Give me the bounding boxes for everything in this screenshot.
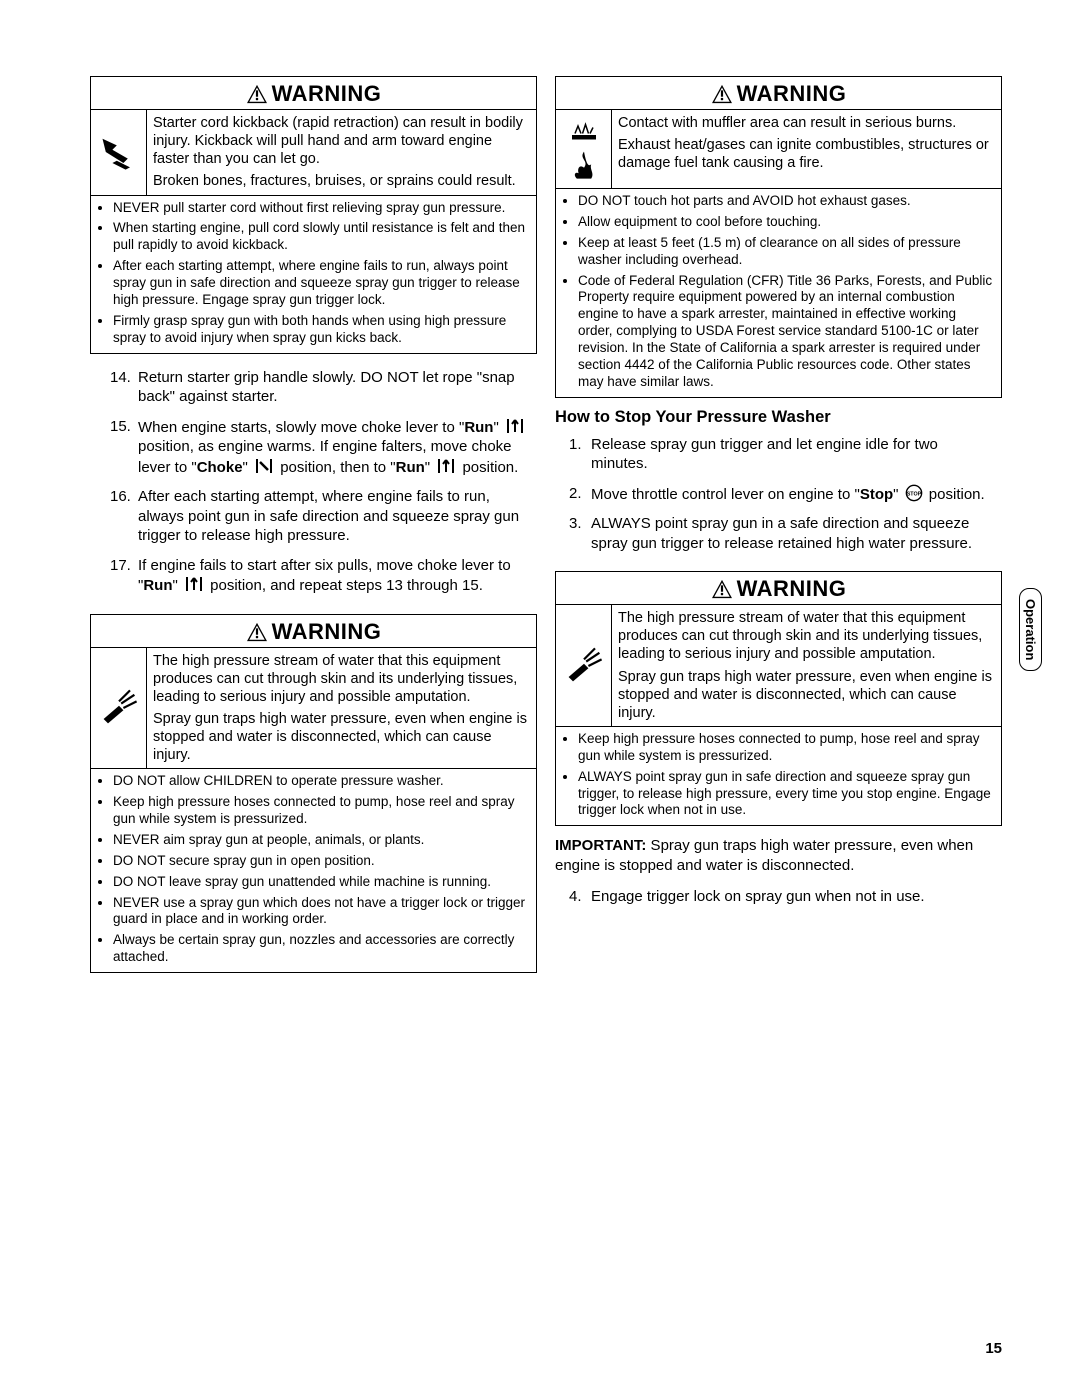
warning-p2: Spray gun traps high water pressure, eve…	[153, 710, 530, 764]
warning-p2: Exhaust heat/gases can ignite combustibl…	[618, 136, 995, 172]
warning-box-burns: WARNING Contact with muffler area can re…	[555, 76, 1002, 398]
warning-p2: Broken bones, fractures, bruises, or spr…	[153, 172, 530, 190]
warning-bullets: Keep high pressure hoses connected to pu…	[556, 727, 1001, 825]
left-column: WARNING Starter cord kickback (rapid ret…	[90, 76, 537, 983]
hot-surface-icon	[564, 114, 604, 144]
step-text: ALWAYS point spray gun in a safe directi…	[591, 514, 998, 553]
bullet-item: Allow equipment to cool before touching.	[578, 214, 993, 231]
bullet-list: DO NOT allow CHILDREN to operate pressur…	[99, 773, 528, 966]
warning-triangle-icon	[711, 579, 733, 599]
bullet-item: DO NOT allow CHILDREN to operate pressur…	[113, 773, 528, 790]
step-num: 14.	[110, 368, 138, 407]
step-text: After each starting attempt, where engin…	[138, 487, 533, 546]
warning-box-pressure: WARNING The high pressure stream of wate…	[90, 614, 537, 974]
side-tab-operation: Operation	[1019, 588, 1042, 671]
warning-p1: The high pressure stream of water that t…	[618, 609, 995, 663]
step-text: Engage trigger lock on spray gun when no…	[591, 887, 998, 907]
warning-text: Starter cord kickback (rapid retraction)…	[147, 110, 536, 195]
warning-p2: Spray gun traps high water pressure, eve…	[618, 668, 995, 722]
warning-header: WARNING	[556, 572, 1001, 604]
spray-icon	[562, 644, 606, 688]
step-text: When engine starts, slowly move choke le…	[138, 417, 533, 478]
bullet-item: After each starting attempt, where engin…	[113, 258, 528, 309]
page-content: WARNING Starter cord kickback (rapid ret…	[0, 0, 1080, 1023]
bullet-item: Keep high pressure hoses connected to pu…	[578, 731, 993, 765]
step-text: Release spray gun trigger and let engine…	[591, 435, 998, 474]
warning-text: The high pressure stream of water that t…	[612, 605, 1001, 726]
section-heading: How to Stop Your Pressure Washer	[555, 408, 1002, 427]
run-lever-icon	[436, 457, 456, 475]
warning-triangle-icon	[246, 622, 268, 642]
step-num: 3.	[569, 514, 591, 553]
important-note: IMPORTANT: Spray gun traps high water pr…	[555, 836, 1002, 875]
hot-fire-icon-cell	[556, 110, 612, 188]
kickback-icon-cell	[91, 110, 147, 195]
spray-icon	[97, 686, 141, 730]
warning-text: The high pressure stream of water that t…	[147, 648, 536, 769]
bullet-item: Code of Federal Regulation (CFR) Title 3…	[578, 273, 993, 391]
step-text: Move throttle control lever on engine to…	[591, 484, 998, 505]
warning-label: WARNING	[737, 576, 847, 601]
warning-label: WARNING	[272, 619, 382, 644]
warning-triangle-icon	[246, 84, 268, 104]
warning-box-pressure-2: WARNING The high pressure stream of wate…	[555, 571, 1002, 826]
step-4: 4.Engage trigger lock on spray gun when …	[555, 883, 1002, 925]
step-num: 16.	[110, 487, 138, 546]
bullet-list: NEVER pull starter cord without first re…	[99, 200, 528, 347]
warning-bullets: NEVER pull starter cord without first re…	[91, 196, 536, 353]
warning-header: WARNING	[91, 615, 536, 647]
step-num: 15.	[110, 417, 138, 478]
warning-p1: Starter cord kickback (rapid retraction)…	[153, 114, 530, 168]
bullet-list: Keep high pressure hoses connected to pu…	[564, 731, 993, 819]
bullet-item: NEVER pull starter cord without first re…	[113, 200, 528, 217]
stop-icon	[905, 484, 923, 502]
bullet-item: Always be certain spray gun, nozzles and…	[113, 932, 528, 966]
bullet-item: When starting engine, pull cord slowly u…	[113, 220, 528, 254]
warning-label: WARNING	[272, 81, 382, 106]
important-label: IMPORTANT:	[555, 837, 646, 854]
step-num: 1.	[569, 435, 591, 474]
step-num: 17.	[110, 556, 138, 596]
warning-text: Contact with muffler area can result in …	[612, 110, 1001, 188]
kickback-icon	[97, 130, 141, 174]
bullet-item: NEVER use a spray gun which does not hav…	[113, 895, 528, 929]
run-lever-icon	[505, 417, 525, 435]
right-column: WARNING Contact with muffler area can re…	[555, 76, 1002, 983]
spray-icon-cell	[556, 605, 612, 726]
run-lever-icon	[184, 575, 204, 593]
warning-bullets: DO NOT allow CHILDREN to operate pressur…	[91, 769, 536, 972]
bullet-item: DO NOT touch hot parts and AVOID hot exh…	[578, 193, 993, 210]
spray-icon-cell	[91, 648, 147, 769]
step-text: Return starter grip handle slowly. DO NO…	[138, 368, 533, 407]
steps-14-17: 14.Return starter grip handle slowly. DO…	[90, 364, 537, 614]
steps-1-3: 1.Release spray gun trigger and let engi…	[555, 431, 1002, 572]
bullet-item: Keep high pressure hoses connected to pu…	[113, 794, 528, 828]
warning-header: WARNING	[556, 77, 1001, 109]
bullet-list: DO NOT touch hot parts and AVOID hot exh…	[564, 193, 993, 391]
warning-p1: Contact with muffler area can result in …	[618, 114, 995, 132]
page-number: 15	[985, 1340, 1002, 1357]
warning-header: WARNING	[91, 77, 536, 109]
warning-p1: The high pressure stream of water that t…	[153, 652, 530, 706]
bullet-item: DO NOT leave spray gun unattended while …	[113, 874, 528, 891]
fire-icon	[564, 148, 604, 184]
bullet-item: Keep at least 5 feet (1.5 m) of clearanc…	[578, 235, 993, 269]
choke-lever-icon	[254, 457, 274, 475]
warning-triangle-icon	[711, 84, 733, 104]
step-num: 4.	[569, 887, 591, 907]
bullet-item: ALWAYS point spray gun in safe direction…	[578, 769, 993, 820]
bullet-item: Firmly grasp spray gun with both hands w…	[113, 313, 528, 347]
step-num: 2.	[569, 484, 591, 505]
warning-label: WARNING	[737, 81, 847, 106]
warning-bullets: DO NOT touch hot parts and AVOID hot exh…	[556, 189, 1001, 397]
bullet-item: NEVER aim spray gun at people, animals, …	[113, 832, 528, 849]
step-text: If engine fails to start after six pulls…	[138, 556, 533, 596]
bullet-item: DO NOT secure spray gun in open position…	[113, 853, 528, 870]
warning-box-kickback: WARNING Starter cord kickback (rapid ret…	[90, 76, 537, 354]
